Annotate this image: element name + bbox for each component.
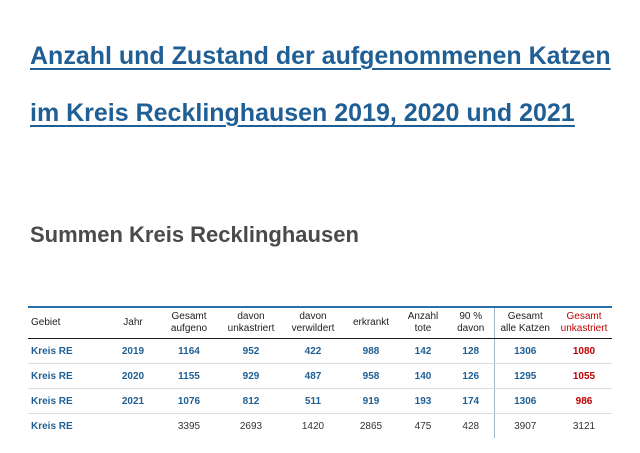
cell-gesamt-alle-katzen: 1306	[493, 388, 556, 414]
title-link[interactable]: Anzahl und Zustand der aufgenommenen Kat…	[30, 42, 611, 127]
cell-90-prozent-davon: 126	[448, 363, 494, 389]
cell-erkrankt: 988	[344, 338, 398, 364]
cell-gesamt-aufgenommen: 1076	[158, 388, 220, 414]
cell-gebiet: Kreis RE	[28, 338, 108, 364]
cell-gebiet: Kreis RE	[28, 363, 108, 389]
header-gesamt-aufgenommen: Gesamt aufgeno	[158, 306, 220, 339]
cell-gesamt-unkastriert: 1055	[556, 363, 612, 389]
table-header-row: Gebiet Jahr Gesamt aufgeno davon unkastrie…	[28, 306, 612, 339]
page-title[interactable]: Anzahl und Zustand der aufgenommenen Kat…	[30, 28, 620, 142]
cell-anzahl-tote: 193	[398, 388, 448, 414]
table-total-row: Kreis RE 3395 2693 1420 2865 475 428 390…	[28, 413, 612, 438]
cell-davon-unkastriert: 929	[220, 363, 282, 389]
table-row: Kreis RE 2019 1164 952 422 988 142 128 1…	[28, 338, 612, 364]
total-gesamt-aufgenommen: 3395	[158, 413, 220, 438]
cell-90-prozent-davon: 174	[448, 388, 494, 414]
cell-gesamt-aufgenommen: 1164	[158, 338, 220, 364]
cell-anzahl-tote: 142	[398, 338, 448, 364]
total-davon-unkastriert: 2693	[220, 413, 282, 438]
header-gesamt-unkastriert: Gesamt unkastriert	[556, 306, 612, 339]
header-jahr: Jahr	[108, 306, 158, 339]
total-anzahl-tote: 475	[398, 413, 448, 438]
header-gesamt-alle-katzen: Gesamt alle Katzen	[493, 306, 556, 339]
cell-gesamt-aufgenommen: 1155	[158, 363, 220, 389]
cell-jahr: 2019	[108, 338, 158, 364]
header-gebiet: Gebiet	[28, 306, 108, 339]
cell-davon-unkastriert: 812	[220, 388, 282, 414]
cell-gesamt-unkastriert: 1080	[556, 338, 612, 364]
table-row: Kreis RE 2020 1155 929 487 958 140 126 1…	[28, 363, 612, 389]
total-gesamt-unkastriert: 3121	[556, 413, 612, 438]
header-davon-verwildert: davon verwildert	[282, 306, 344, 339]
total-gesamt-alle-katzen: 3907	[493, 413, 556, 438]
cell-davon-unkastriert: 952	[220, 338, 282, 364]
cell-gebiet: Kreis RE	[28, 388, 108, 414]
cell-jahr: 2021	[108, 388, 158, 414]
header-90-prozent-davon: 90 % davon	[448, 306, 494, 339]
cell-erkrankt: 958	[344, 363, 398, 389]
total-davon-verwildert: 1420	[282, 413, 344, 438]
header-anzahl-tote: Anzahl tote	[398, 306, 448, 339]
section-subtitle: Summen Kreis Recklinghausen	[30, 222, 359, 247]
total-erkrankt: 2865	[344, 413, 398, 438]
cell-gesamt-alle-katzen: 1306	[493, 338, 556, 364]
cell-davon-verwildert: 422	[282, 338, 344, 364]
cell-erkrankt: 919	[344, 388, 398, 414]
total-gebiet: Kreis RE	[28, 413, 108, 438]
cell-anzahl-tote: 140	[398, 363, 448, 389]
cell-gesamt-unkastriert: 986	[556, 388, 612, 414]
header-davon-unkastriert: davon unkastriert	[220, 306, 282, 339]
cell-davon-verwildert: 511	[282, 388, 344, 414]
cell-jahr: 2020	[108, 363, 158, 389]
cell-gesamt-alle-katzen: 1295	[493, 363, 556, 389]
cell-90-prozent-davon: 128	[448, 338, 494, 364]
cats-table: Gebiet Jahr Gesamt aufgeno davon unkastrie…	[28, 306, 612, 438]
cell-davon-verwildert: 487	[282, 363, 344, 389]
total-jahr	[108, 413, 158, 438]
header-erkrankt: erkrankt	[344, 306, 398, 339]
table-row: Kreis RE 2021 1076 812 511 919 193 174 1…	[28, 388, 612, 414]
total-90-prozent-davon: 428	[448, 413, 494, 438]
